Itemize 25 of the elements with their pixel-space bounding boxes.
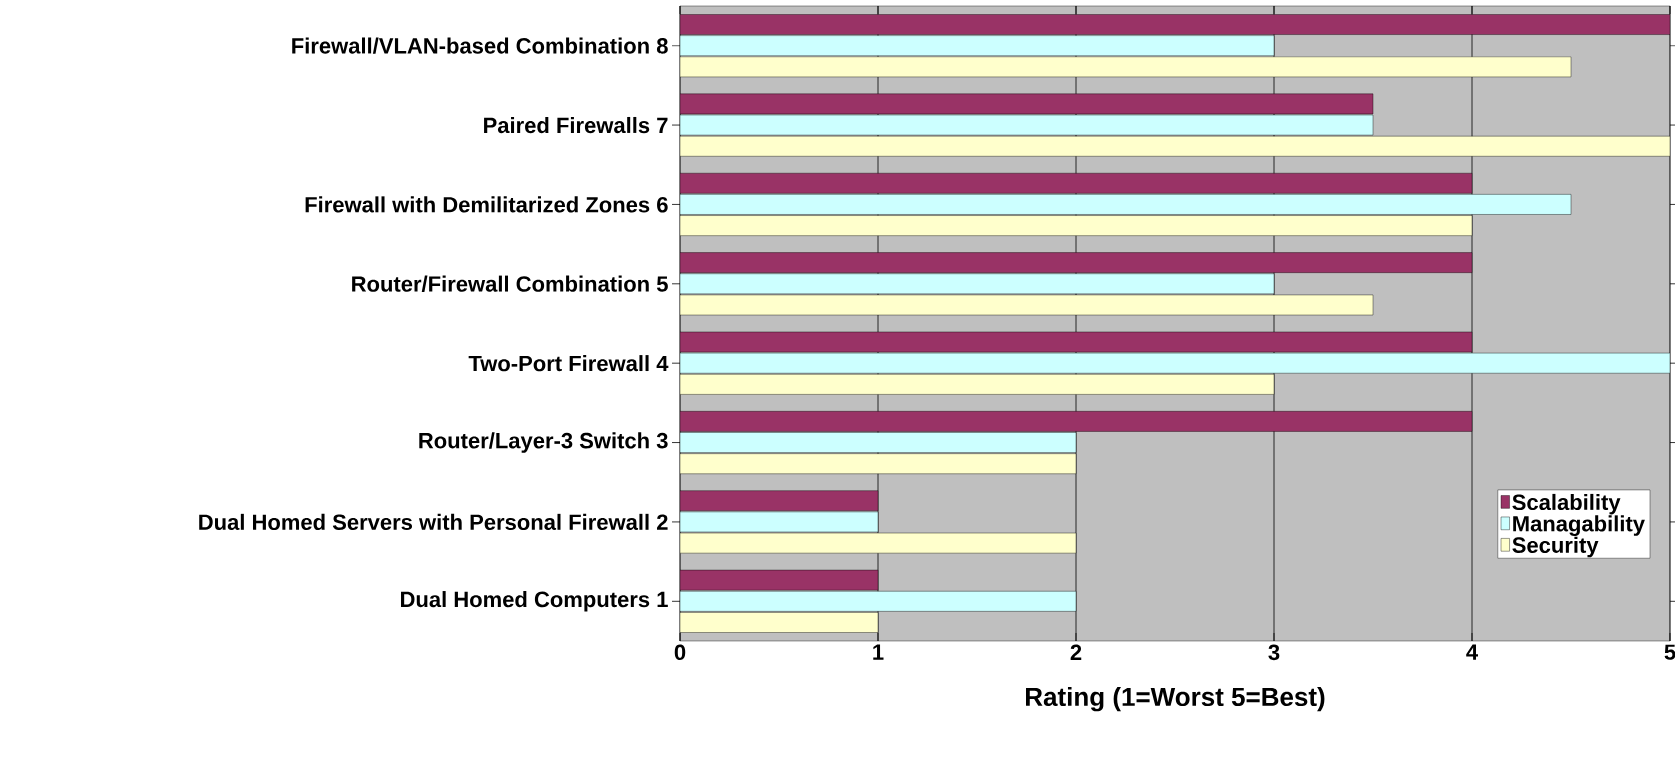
bar bbox=[680, 252, 1473, 273]
bar bbox=[680, 569, 879, 591]
bar bbox=[680, 411, 1473, 432]
x-tick-label: 4 bbox=[1466, 644, 1479, 660]
bar bbox=[680, 490, 879, 512]
y-tick-label: Router/Layer-3 Switch 3 bbox=[419, 432, 668, 453]
x-tick-label: 0 bbox=[674, 644, 686, 661]
x-tick-label: 3 bbox=[1268, 644, 1280, 661]
x-tick-label: 5 bbox=[1664, 644, 1675, 660]
y-tick-label: Firewall with Demilitarized Zones 6 bbox=[305, 196, 668, 213]
bar bbox=[680, 14, 1670, 35]
bar bbox=[680, 93, 1374, 115]
legend-label: Managability bbox=[1513, 515, 1645, 536]
bar bbox=[680, 173, 1473, 194]
x-tick-label: 2 bbox=[1070, 644, 1082, 660]
y-tick-label: Two-Port Firewall 4 bbox=[468, 355, 669, 372]
y-tick-label: Firewall/VLAN-based Combination 8 bbox=[292, 37, 668, 54]
x-axis-title: Rating (1=Worst 5=Best) bbox=[1026, 687, 1325, 712]
y-tick-label: Router/Firewall Combination 5 bbox=[352, 275, 668, 292]
legend-label: Security bbox=[1512, 536, 1599, 558]
legend-label: Scalability bbox=[1512, 493, 1621, 515]
y-tick-label: Dual Homed Computers 1 bbox=[401, 591, 668, 612]
x-tick-label: 1 bbox=[873, 644, 884, 660]
y-tick-label: Dual Homed Servers with Personal Firewall 2 bbox=[199, 513, 668, 531]
y-tick-label: Paired Firewalls 7 bbox=[484, 116, 668, 134]
